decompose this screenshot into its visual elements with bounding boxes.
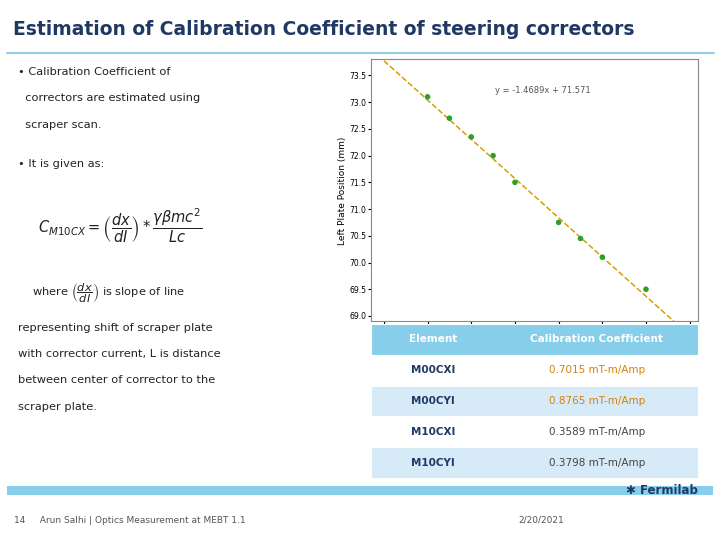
Point [509,178,521,187]
Text: • It is given as:: • It is given as: [18,159,104,169]
Text: M00CYI: M00CYI [411,396,455,406]
Point [466,133,477,141]
Text: $C_{M10CX} = \left(\dfrac{dx}{dI}\right) * \dfrac{\gamma\beta mc^{2}}{Lc}$: $C_{M10CX} = \left(\dfrac{dx}{dI}\right)… [38,207,203,245]
Text: 14     Arun Salhi | Optics Measurement at MEBT 1.1: 14 Arun Salhi | Optics Measurement at ME… [14,516,246,525]
Text: scraper scan.: scraper scan. [18,120,102,130]
Text: • Calibration Coefficient of: • Calibration Coefficient of [18,67,170,77]
Point [553,218,564,227]
Text: M10CXI: M10CXI [411,427,455,437]
Text: 0.3589 mT-m/Amp: 0.3589 mT-m/Amp [549,427,645,437]
Point [575,234,586,243]
Text: Calibration Coefficient: Calibration Coefficient [531,334,663,345]
Point [422,92,433,101]
Bar [371,416,698,447]
Point [640,285,652,294]
Bar [371,324,698,355]
Text: representing shift of scraper plate: representing shift of scraper plate [18,323,212,333]
Text: 0.3798 mT-m/Amp: 0.3798 mT-m/Amp [549,457,645,468]
Point [597,253,608,261]
Text: 0.8765 mT-m/Amp: 0.8765 mT-m/Amp [549,396,645,406]
Bar [371,355,698,386]
Text: Element: Element [409,334,457,345]
Text: M00CXI: M00CXI [411,365,455,375]
Text: correctors are estimated using: correctors are estimated using [18,93,200,103]
Text: y = -1.4689x + 71.571: y = -1.4689x + 71.571 [495,86,591,96]
Text: with corrector current, L is distance: with corrector current, L is distance [18,349,220,359]
Text: 0.7015 mT-m/Amp: 0.7015 mT-m/Amp [549,365,645,375]
X-axis label: M10CXI Current (Amp): M10CXI Current (Amp) [484,338,585,346]
Text: 2/20/2021: 2/20/2021 [518,516,564,525]
Text: Estimation of Calibration Coefficient of steering correctors: Estimation of Calibration Coefficient of… [13,20,634,39]
Text: ✱ Fermilab: ✱ Fermilab [626,484,698,497]
Point [487,151,499,160]
Bar [7,486,713,495]
Bar [371,447,698,478]
Point [444,114,455,123]
Text: M10CYI: M10CYI [411,457,455,468]
Text: scraper plate.: scraper plate. [18,402,96,411]
Bar [371,386,698,416]
Text: between center of corrector to the: between center of corrector to the [18,375,215,386]
Text: where $\left(\dfrac{dx}{dI}\right)$ is slope of line: where $\left(\dfrac{dx}{dI}\right)$ is s… [24,281,185,305]
Y-axis label: Left Plate Position (mm): Left Plate Position (mm) [338,136,347,245]
